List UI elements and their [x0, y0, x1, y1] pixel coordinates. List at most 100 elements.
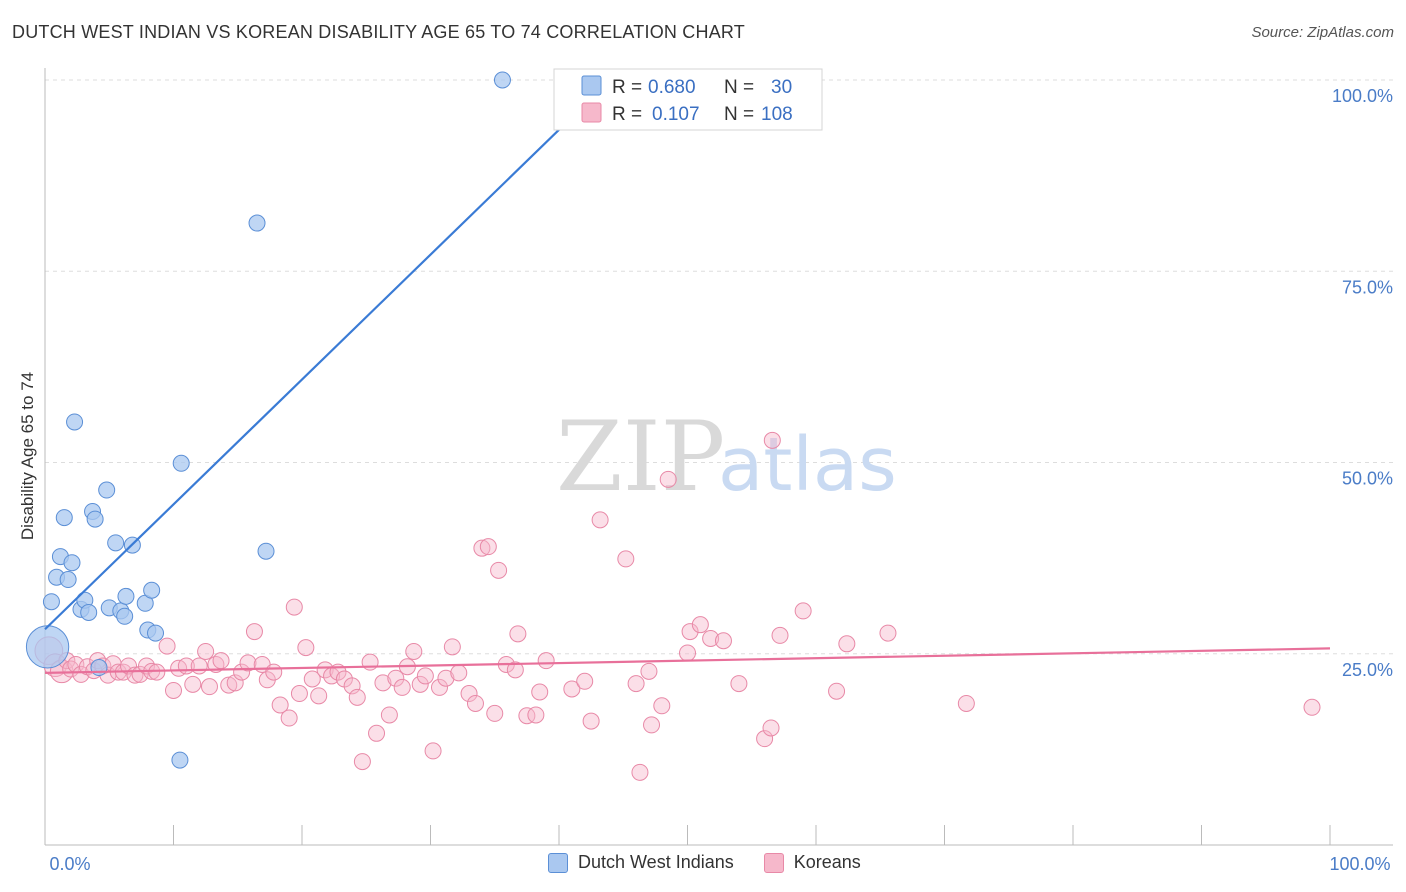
korean-point-105: [879, 624, 897, 642]
korean-point-43: [297, 639, 315, 657]
korean-point-67: [450, 664, 468, 682]
korean-point-61: [411, 675, 429, 693]
korean-point-99: [771, 626, 789, 644]
korean-point-75: [506, 661, 524, 679]
korean-point-42: [290, 685, 308, 703]
dutch-point-12: [86, 510, 104, 528]
korean-point-73: [490, 561, 508, 579]
legend-r-value-1: 0.680: [648, 77, 696, 98]
korean-point-44: [303, 670, 321, 688]
legend-item-dutch-west-indians: Dutch West Indians: [548, 852, 734, 873]
legend-item-koreans: Koreans: [763, 852, 861, 873]
korean-point-46: [316, 661, 334, 679]
korean-point-103: [828, 682, 846, 700]
grid: [45, 79, 1393, 655]
korean-point-91: [659, 470, 677, 488]
dutch-point-13: [90, 659, 108, 677]
korean-point-31: [220, 676, 238, 694]
korean-point-104: [838, 635, 856, 653]
korean-point-87: [631, 763, 649, 781]
axes: [44, 68, 1393, 846]
y-tick-label-50: 50.0%: [1342, 469, 1393, 489]
bottom-legend: Dutch West Indians Koreans: [548, 852, 861, 873]
trendline-dutch-west-indians: [44, 118, 571, 631]
dutch-point-23: [143, 581, 161, 599]
dutch-point-25: [172, 454, 190, 472]
korean-point-22: [165, 681, 182, 699]
korean-point-106: [957, 694, 975, 712]
korean-point-66: [443, 638, 461, 656]
legend-n-label-1: N =: [724, 77, 754, 98]
korean-point-58: [393, 678, 411, 696]
dutch-point-1: [42, 593, 60, 611]
dutch-point-26: [171, 751, 189, 769]
dutch-point-14: [98, 481, 116, 499]
legend-square-pink: [763, 852, 784, 873]
legend-r-label-1: R =: [612, 77, 642, 98]
legend-square-blue: [548, 852, 568, 873]
korean-point-26: [190, 657, 208, 675]
y-axis-label: Disability Age 65 to 74: [18, 372, 37, 540]
dutch-point-16: [107, 534, 125, 552]
legend-swatch-pink: [581, 102, 602, 123]
korean-point-60: [405, 642, 423, 660]
korean-point-32: [226, 674, 244, 692]
watermark-zip: ZIP: [556, 401, 725, 513]
korean-point-84: [591, 511, 609, 529]
dutch-point-4: [55, 509, 73, 527]
korean-point-68: [460, 685, 478, 703]
dutch-point-24: [147, 624, 165, 642]
korean-point-81: [563, 680, 581, 698]
korean-point-21: [158, 637, 176, 655]
korean-point-95: [702, 629, 720, 647]
korean-point-28: [200, 678, 218, 696]
korean-point-92: [679, 644, 696, 662]
korean-point-63: [424, 742, 442, 760]
korean-point-30: [212, 652, 230, 670]
korean-point-40: [280, 709, 298, 727]
korean-point-38: [265, 663, 283, 681]
dutch-point-5: [59, 571, 77, 589]
korean-point-45: [310, 687, 328, 705]
legend-r-value-2: 0.107: [652, 104, 700, 125]
dutch-point-18: [116, 607, 134, 625]
korean-point-35: [245, 623, 263, 641]
y-tick-label-100: 100.0%: [1332, 86, 1393, 106]
korean-point-79: [531, 683, 549, 701]
dutch-point-28: [257, 542, 275, 560]
korean-point-88: [640, 662, 658, 680]
korean-point-62: [416, 667, 434, 685]
korean-point-80: [537, 652, 555, 670]
dutch-point-29: [493, 71, 511, 89]
korean-point-69: [466, 694, 484, 712]
korean-point-76: [509, 625, 527, 643]
watermark-atlas: atlas: [718, 422, 897, 508]
trend-lines: [44, 118, 1331, 674]
y-tick-labels: 25.0% 50.0% 75.0% 100.0%: [1332, 86, 1393, 680]
chart-title: DUTCH WEST INDIAN VS KOREAN DISABILITY A…: [12, 22, 745, 42]
korean-point-89: [643, 716, 661, 734]
korean-point-82: [576, 672, 594, 690]
korean-point-55: [374, 674, 392, 692]
x-tick-label-max: 100.0%: [1329, 854, 1390, 874]
korean-point-20: [148, 663, 166, 681]
korean-point-102: [794, 602, 812, 620]
korean-point-94: [691, 616, 709, 634]
korean-point-100: [756, 730, 774, 748]
legend-n-value-1: 30: [771, 77, 792, 98]
korean-point-57: [387, 669, 405, 687]
korean-point-101: [762, 719, 780, 737]
korean-point-56: [380, 706, 398, 724]
korean-point-90: [653, 697, 671, 715]
korean-point-25: [184, 675, 202, 693]
korean-point-97: [730, 675, 748, 693]
korean-point-85: [617, 550, 635, 568]
legend-n-label-2: N =: [724, 104, 754, 125]
legend-label-koreans: Koreans: [793, 852, 861, 872]
korean-point-65: [437, 669, 455, 687]
korean-point-70: [473, 539, 491, 557]
korean-point-93: [681, 623, 699, 641]
korean-point-54: [368, 724, 386, 742]
korean-point-52: [353, 753, 371, 771]
